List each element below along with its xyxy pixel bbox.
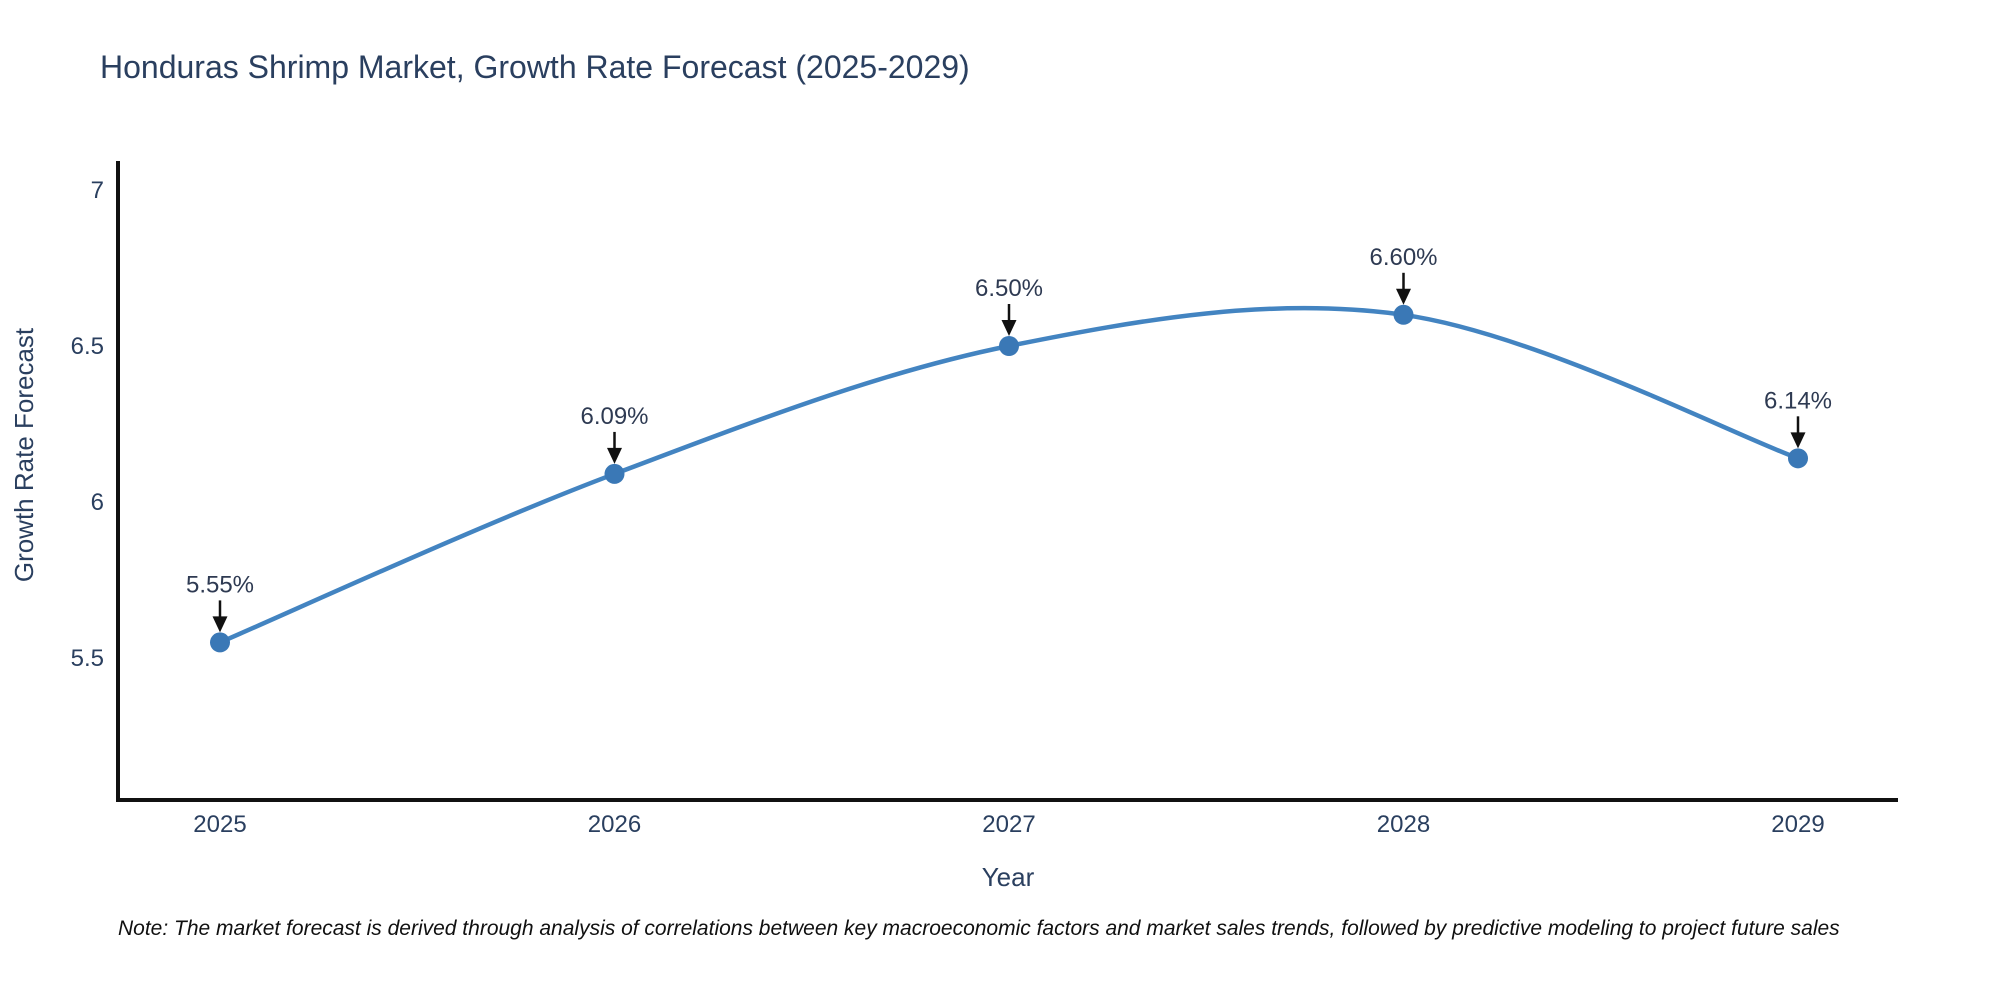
annotation-arrowhead-icon bbox=[212, 616, 228, 633]
data-point-label: 6.09% bbox=[580, 403, 648, 430]
data-point-marker[interactable] bbox=[1788, 448, 1808, 469]
chart-title: Honduras Shrimp Market, Growth Rate Fore… bbox=[100, 49, 970, 85]
data-point-marker[interactable] bbox=[210, 632, 230, 653]
x-tick-label: 2029 bbox=[1771, 811, 1824, 838]
x-tick-label: 2028 bbox=[1377, 811, 1430, 838]
y-tick-label: 7 bbox=[91, 177, 104, 204]
data-point-label: 6.60% bbox=[1369, 244, 1437, 271]
data-point-marker[interactable] bbox=[999, 336, 1019, 356]
data-point-label: 5.55% bbox=[186, 571, 254, 598]
annotation-arrowhead-icon bbox=[607, 447, 622, 464]
annotation-arrowhead-icon bbox=[1396, 288, 1411, 305]
x-axis-title: Year bbox=[982, 862, 1035, 892]
y-axis-title: Growth Rate Forecast bbox=[9, 327, 39, 582]
data-point-marker[interactable] bbox=[604, 463, 625, 484]
annotation-arrowhead-icon bbox=[1001, 320, 1017, 336]
y-tick-label: 6.5 bbox=[71, 333, 104, 360]
forecast-line bbox=[217, 305, 1801, 645]
footnote: Note: The market forecast is derived thr… bbox=[118, 917, 1840, 940]
y-tick-label: 6 bbox=[91, 489, 104, 516]
data-point-label: 6.50% bbox=[975, 275, 1043, 302]
data-point-marker[interactable] bbox=[1393, 304, 1414, 325]
x-tick-label: 2026 bbox=[588, 811, 641, 838]
y-tick-label: 5.5 bbox=[71, 645, 104, 672]
x-tick-label: 2025 bbox=[193, 811, 246, 838]
annotation-arrowhead-icon bbox=[1790, 432, 1806, 449]
data-point-label: 6.14% bbox=[1764, 387, 1832, 414]
x-tick-label: 2027 bbox=[982, 811, 1035, 838]
